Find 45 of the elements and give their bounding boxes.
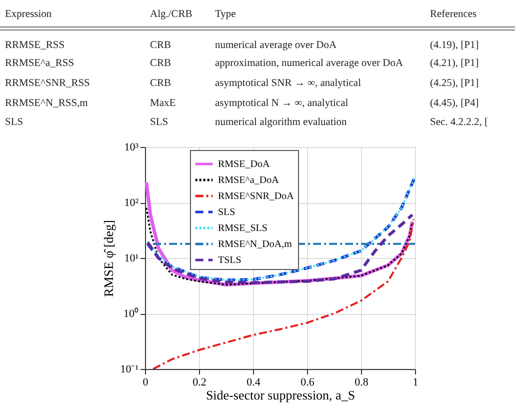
y-tick-label: 10¹	[124, 252, 138, 264]
legend-label: RMSE_SLS	[218, 223, 268, 234]
text: Sec. 4.2.2.2, [	[430, 117, 489, 128]
line-series	[152, 218, 415, 369]
text: SLS	[5, 117, 24, 128]
legend-label: RMSE_DoA	[218, 159, 270, 170]
text: numerical average over DoA	[215, 40, 337, 51]
text: Expression	[5, 9, 52, 20]
text: CRB	[150, 78, 172, 89]
text: (4.25), [P1]	[430, 78, 479, 89]
text: asymptotical N → ∞, analytical	[215, 98, 348, 109]
text: MaxE	[150, 98, 176, 109]
text: References	[430, 9, 477, 20]
x-tick-label: 0.6	[300, 376, 315, 388]
text: (4.21), [P1]	[430, 58, 479, 69]
text: asymptotical SNR → ∞, analytical	[215, 78, 362, 89]
text: Type	[215, 9, 236, 20]
legend-label: TSLS	[218, 255, 242, 266]
text: RRMSE^a_RSS	[5, 58, 74, 69]
text: RRMSE_RSS	[5, 40, 65, 51]
y-tick-label: 10²	[124, 197, 140, 209]
text: CRB	[150, 40, 172, 51]
text: RRMSE^N_RSS,m	[5, 98, 88, 109]
text: Alg./CRB	[150, 9, 192, 20]
y-axis-title: RMSE φ̂ [deg]	[101, 220, 116, 297]
text: numerical algorithm evaluation	[215, 117, 348, 128]
y-tick-label: 10⁰	[124, 307, 138, 320]
x-tick-label: 0.2	[192, 376, 206, 388]
text: SLS	[150, 117, 168, 128]
legend-label: RMSE^N_DoA,m	[218, 239, 292, 250]
legend-label: RMSE^a_DoA	[218, 175, 280, 186]
text: CRB	[150, 58, 172, 69]
text: (4.45), [P4]	[430, 98, 479, 109]
y-tick-label: 10⁻¹	[120, 364, 138, 376]
text: approximation, numerical average over DoA	[215, 58, 404, 69]
x-tick-label: 0	[142, 376, 149, 388]
x-axis-title: Side-sector suppression, a_S	[206, 388, 356, 402]
x-tick-label: 0.4	[246, 376, 261, 388]
legend-label: SLS	[218, 207, 236, 218]
x-tick-label: 1	[412, 376, 418, 388]
text: (4.19), [P1]	[430, 40, 479, 51]
text: RRMSE^SNR_RSS	[5, 78, 90, 89]
x-tick-label: 0.8	[354, 376, 369, 388]
legend-label: RMSE^SNR_DoA	[218, 191, 295, 202]
y-tick-label: 10³	[124, 142, 140, 154]
